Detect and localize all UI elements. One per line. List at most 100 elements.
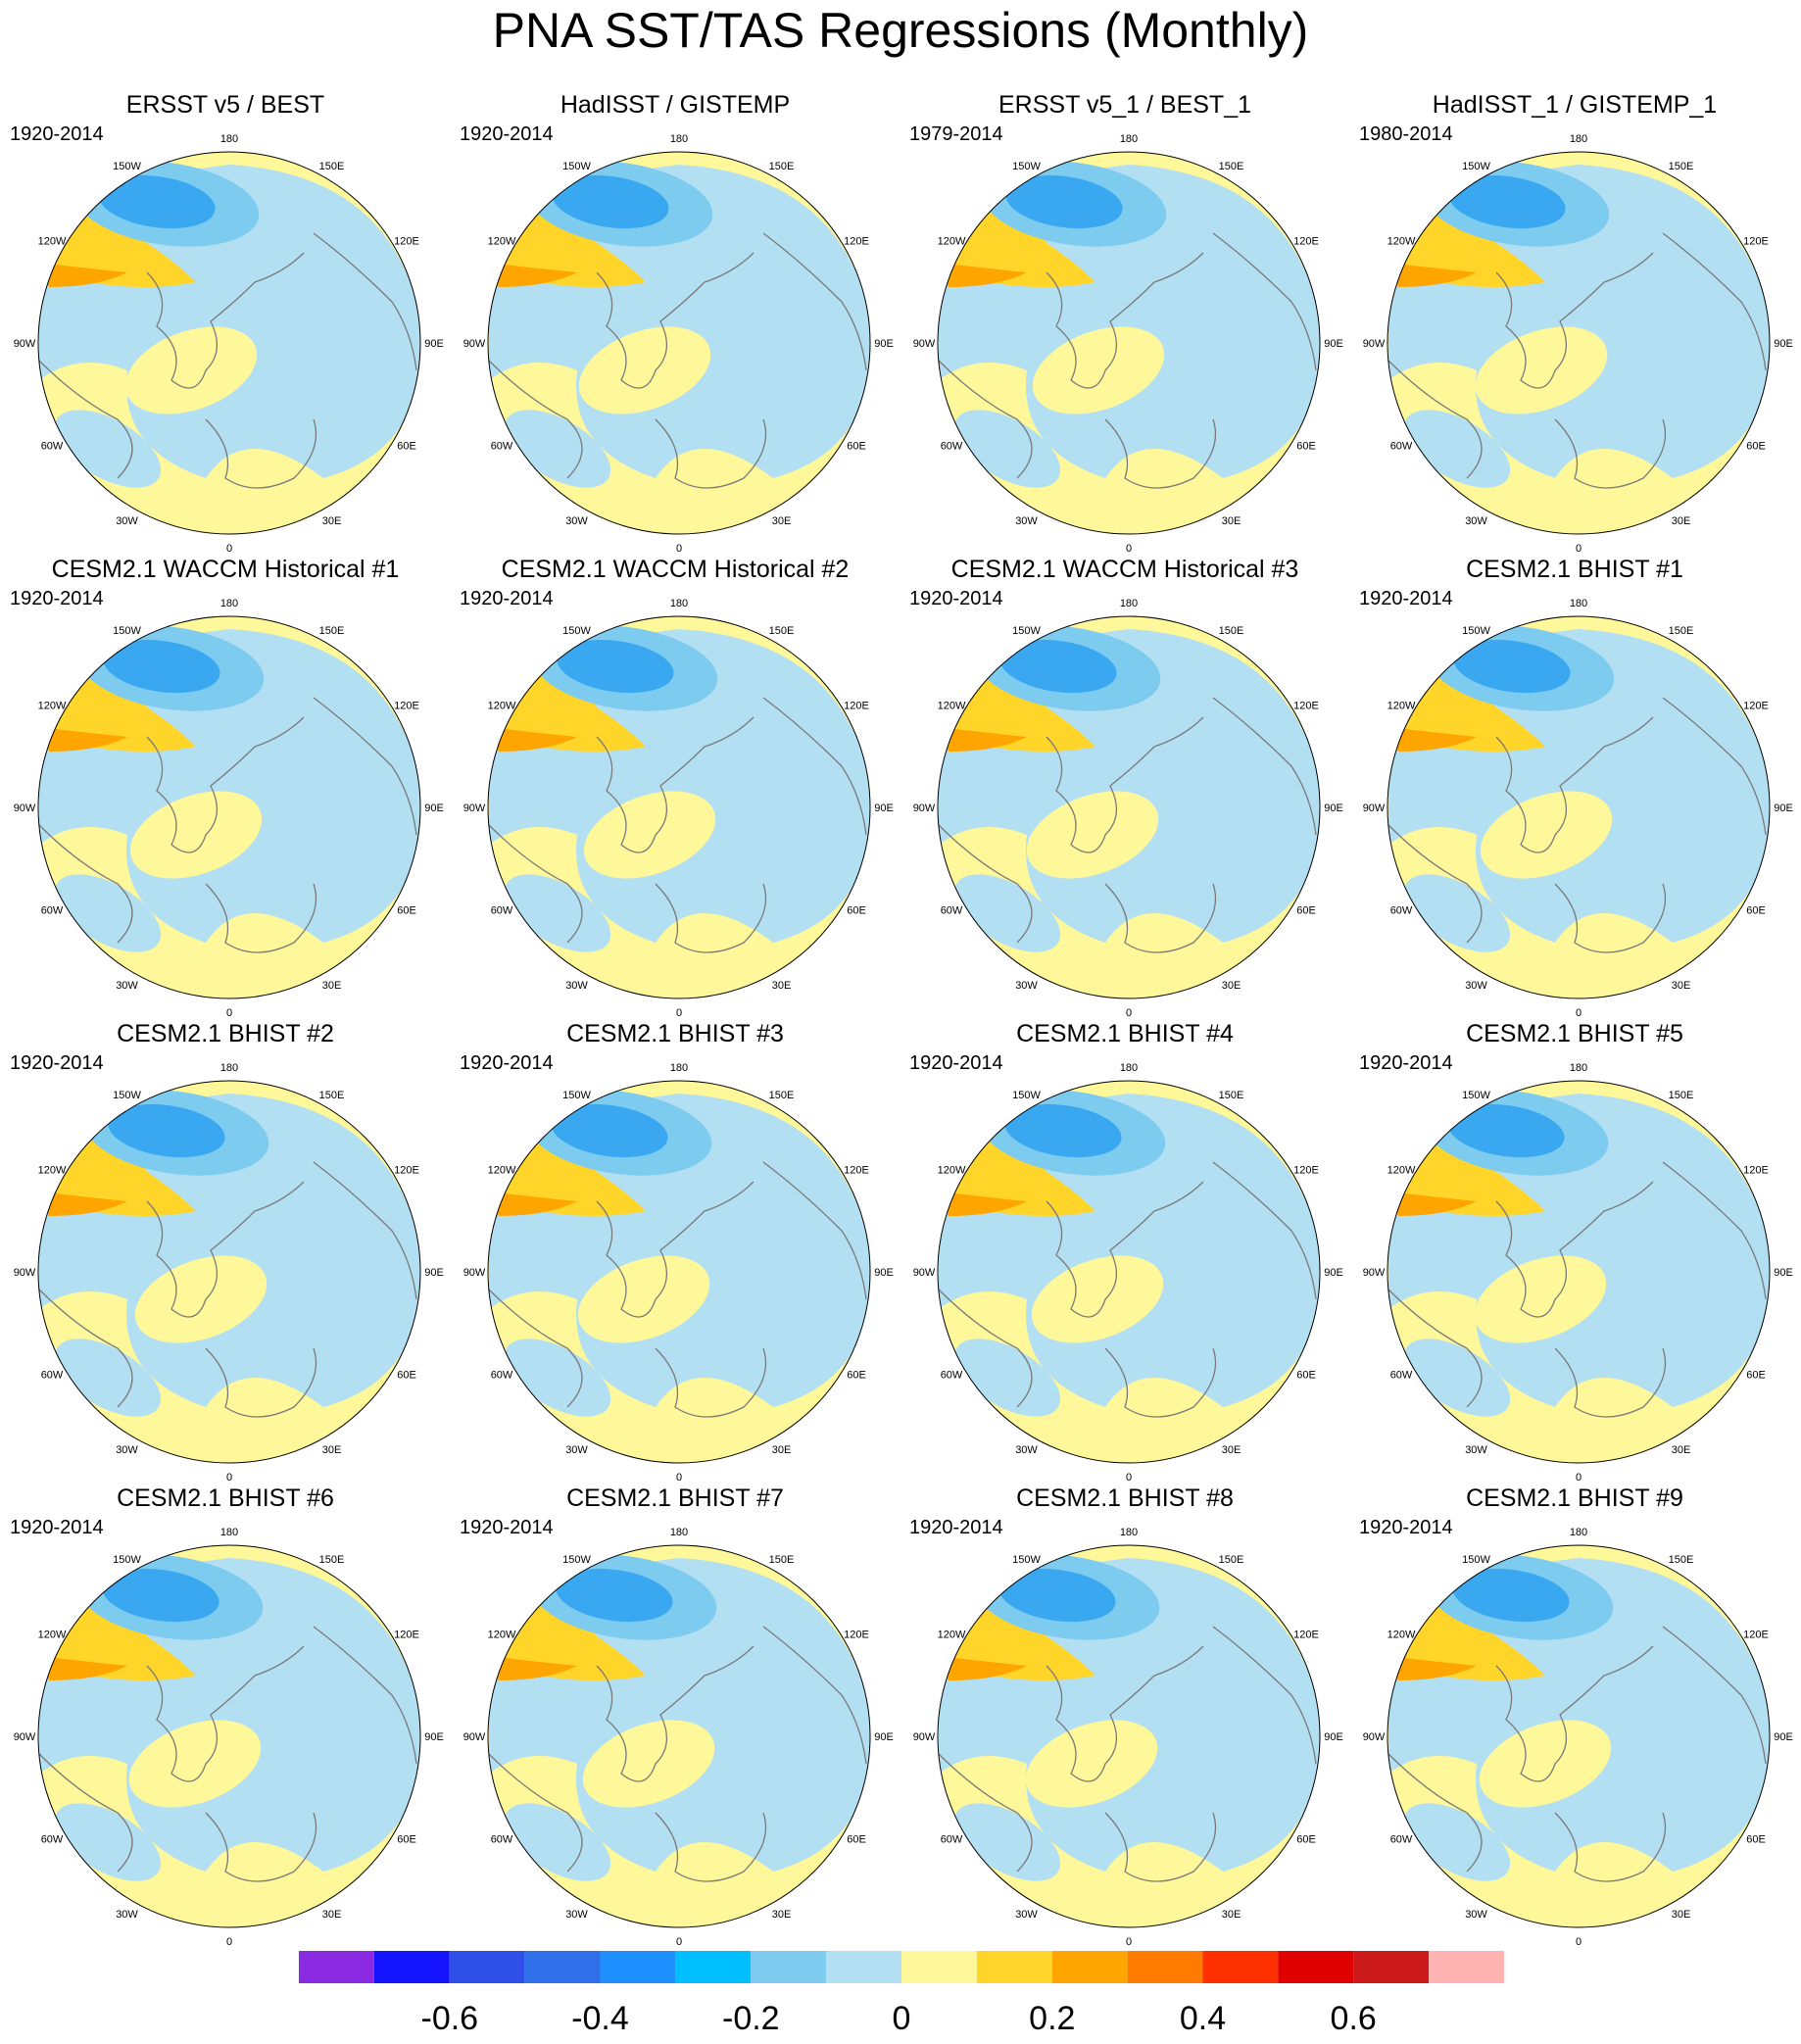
map-panel: CESM2.1 BHIST #3 1920-2014 180 150E 120E 90E 6… bbox=[450, 1019, 900, 1484]
coastlines bbox=[1387, 1626, 1767, 1882]
longitude-label: 90E bbox=[1774, 1731, 1793, 1743]
longitude-label: 0 bbox=[1576, 543, 1582, 555]
longitude-label: 150E bbox=[1219, 625, 1244, 637]
colorbar-swatch bbox=[751, 1951, 827, 1983]
longitude-label: 90W bbox=[913, 338, 936, 350]
negative-patch bbox=[504, 1338, 611, 1417]
longitude-label: 150W bbox=[1012, 625, 1041, 637]
map-panel: ERSST v5 / BEST 1920-2014 180 150E 120E 90E 60… bbox=[0, 90, 451, 555]
negative-patch bbox=[54, 1803, 162, 1881]
longitude-label: 120E bbox=[844, 1630, 869, 1641]
longitude-label: 0 bbox=[1576, 1472, 1582, 1484]
strong-positive-band bbox=[1388, 1656, 1477, 1680]
panel-period: 1920-2014 bbox=[10, 1517, 104, 1538]
longitude-label: 60W bbox=[41, 905, 64, 917]
longitude-label: 150E bbox=[1669, 1090, 1694, 1101]
colorbar-tick-label: 0 bbox=[892, 2000, 911, 2037]
longitude-label: 90E bbox=[1324, 1267, 1343, 1279]
anomaly-field bbox=[1387, 616, 1770, 998]
longitude-label: 150W bbox=[113, 1554, 141, 1566]
coastlines bbox=[488, 697, 867, 953]
colorbar-swatch bbox=[826, 1951, 902, 1983]
strong-positive-band bbox=[489, 727, 577, 752]
longitude-label: 150E bbox=[769, 1090, 795, 1101]
longitude-label: 150W bbox=[562, 161, 591, 172]
longitude-label: 30W bbox=[1465, 980, 1487, 992]
longitude-label: 30E bbox=[772, 515, 792, 527]
longitude-label: 120W bbox=[38, 236, 67, 248]
positive-patch bbox=[129, 791, 263, 879]
longitude-label: 180 bbox=[1120, 133, 1138, 145]
longitude-label: 180 bbox=[220, 598, 238, 609]
negative-patch bbox=[54, 874, 162, 952]
panel-period: 1920-2014 bbox=[1359, 1052, 1453, 1074]
longitude-label: 120E bbox=[1293, 1165, 1319, 1177]
longitude-label: 150W bbox=[113, 161, 141, 172]
longitude-label: 30W bbox=[565, 515, 588, 527]
longitude-label: 60W bbox=[491, 1370, 513, 1382]
negative-core bbox=[1004, 1103, 1122, 1158]
coastlines bbox=[938, 1161, 1317, 1418]
panel-period: 1920-2014 bbox=[10, 588, 104, 609]
longitude-label: 180 bbox=[1570, 1527, 1587, 1538]
longitude-label: 120E bbox=[394, 1165, 419, 1177]
longitude-label: 60E bbox=[1296, 1834, 1316, 1846]
panel-period: 1920-2014 bbox=[1359, 1517, 1453, 1538]
positive-patch bbox=[128, 1720, 262, 1808]
longitude-label: 0 bbox=[1126, 543, 1132, 555]
longitude-label: 60E bbox=[1746, 1370, 1766, 1382]
longitude-label: 0 bbox=[226, 1936, 232, 1948]
longitude-label: 60E bbox=[1296, 905, 1316, 917]
coastlines bbox=[38, 1161, 417, 1418]
longitude-label: 0 bbox=[226, 1007, 232, 1019]
longitude-label: 120W bbox=[1387, 1165, 1416, 1177]
longitude-label: 60W bbox=[41, 441, 64, 453]
colorbar-swatch bbox=[1127, 1951, 1203, 1983]
polar-map: 180 150E 120E 90E 60E 30E 0 30W 60W 90W 120W 150W bbox=[1363, 1527, 1793, 1948]
map-panel: CESM2.1 WACCM Historical #1 1920-2014 180 1… bbox=[0, 555, 451, 1019]
longitude-label: 60E bbox=[397, 905, 416, 917]
negative-core bbox=[1448, 174, 1566, 229]
longitude-label: 30E bbox=[1222, 1444, 1241, 1456]
negative-patch bbox=[953, 410, 1061, 488]
panel-period: 1920-2014 bbox=[10, 1052, 104, 1074]
longitude-label: 120E bbox=[394, 236, 419, 248]
strong-positive-band bbox=[939, 1192, 1027, 1216]
panel-title: ERSST v5 / BEST bbox=[125, 91, 325, 119]
map-panel: HadISST / GISTEMP 1920-2014 180 150E 120E 90E… bbox=[450, 90, 900, 555]
anomaly-field bbox=[488, 152, 870, 534]
map-panel: CESM2.1 BHIST #4 1920-2014 180 150E 120E 90E 6… bbox=[900, 1019, 1350, 1484]
longitude-label: 150W bbox=[1462, 1090, 1490, 1101]
colorbar-swatch bbox=[976, 1951, 1052, 1983]
panel-title: CESM2.1 WACCM Historical #1 bbox=[51, 556, 400, 583]
longitude-label: 150E bbox=[319, 625, 345, 637]
longitude-label: 60W bbox=[41, 1834, 64, 1846]
map-border bbox=[487, 151, 871, 535]
negative-core bbox=[103, 639, 220, 694]
map-border bbox=[37, 151, 421, 535]
strong-positive-band bbox=[1388, 1192, 1477, 1216]
colorbar-swatch bbox=[1353, 1951, 1430, 1983]
longitude-label: 180 bbox=[670, 133, 688, 145]
longitude-label: 90E bbox=[424, 1267, 444, 1279]
strong-positive-band bbox=[939, 263, 1027, 287]
longitude-label: 90W bbox=[14, 1731, 36, 1743]
panel-period: 1920-2014 bbox=[909, 1052, 1003, 1074]
map-panel: CESM2.1 WACCM Historical #3 1920-2014 180 1… bbox=[900, 555, 1350, 1019]
coastlines bbox=[38, 1626, 417, 1882]
anomaly-field bbox=[938, 1545, 1320, 1927]
longitude-label: 90E bbox=[424, 338, 444, 350]
longitude-label: 180 bbox=[1570, 598, 1587, 609]
longitude-label: 30E bbox=[772, 980, 792, 992]
strong-positive-band bbox=[939, 727, 1027, 752]
longitude-label: 30W bbox=[1015, 515, 1038, 527]
longitude-label: 120W bbox=[488, 1165, 516, 1177]
longitude-label: 180 bbox=[1570, 133, 1587, 145]
negative-core bbox=[551, 1103, 668, 1158]
anomaly-field bbox=[38, 152, 420, 534]
negative-patch bbox=[1403, 410, 1511, 488]
positive-patch bbox=[1026, 791, 1159, 879]
longitude-label: 0 bbox=[676, 1007, 682, 1019]
longitude-label: 90W bbox=[463, 1731, 486, 1743]
longitude-label: 120W bbox=[38, 1630, 67, 1641]
